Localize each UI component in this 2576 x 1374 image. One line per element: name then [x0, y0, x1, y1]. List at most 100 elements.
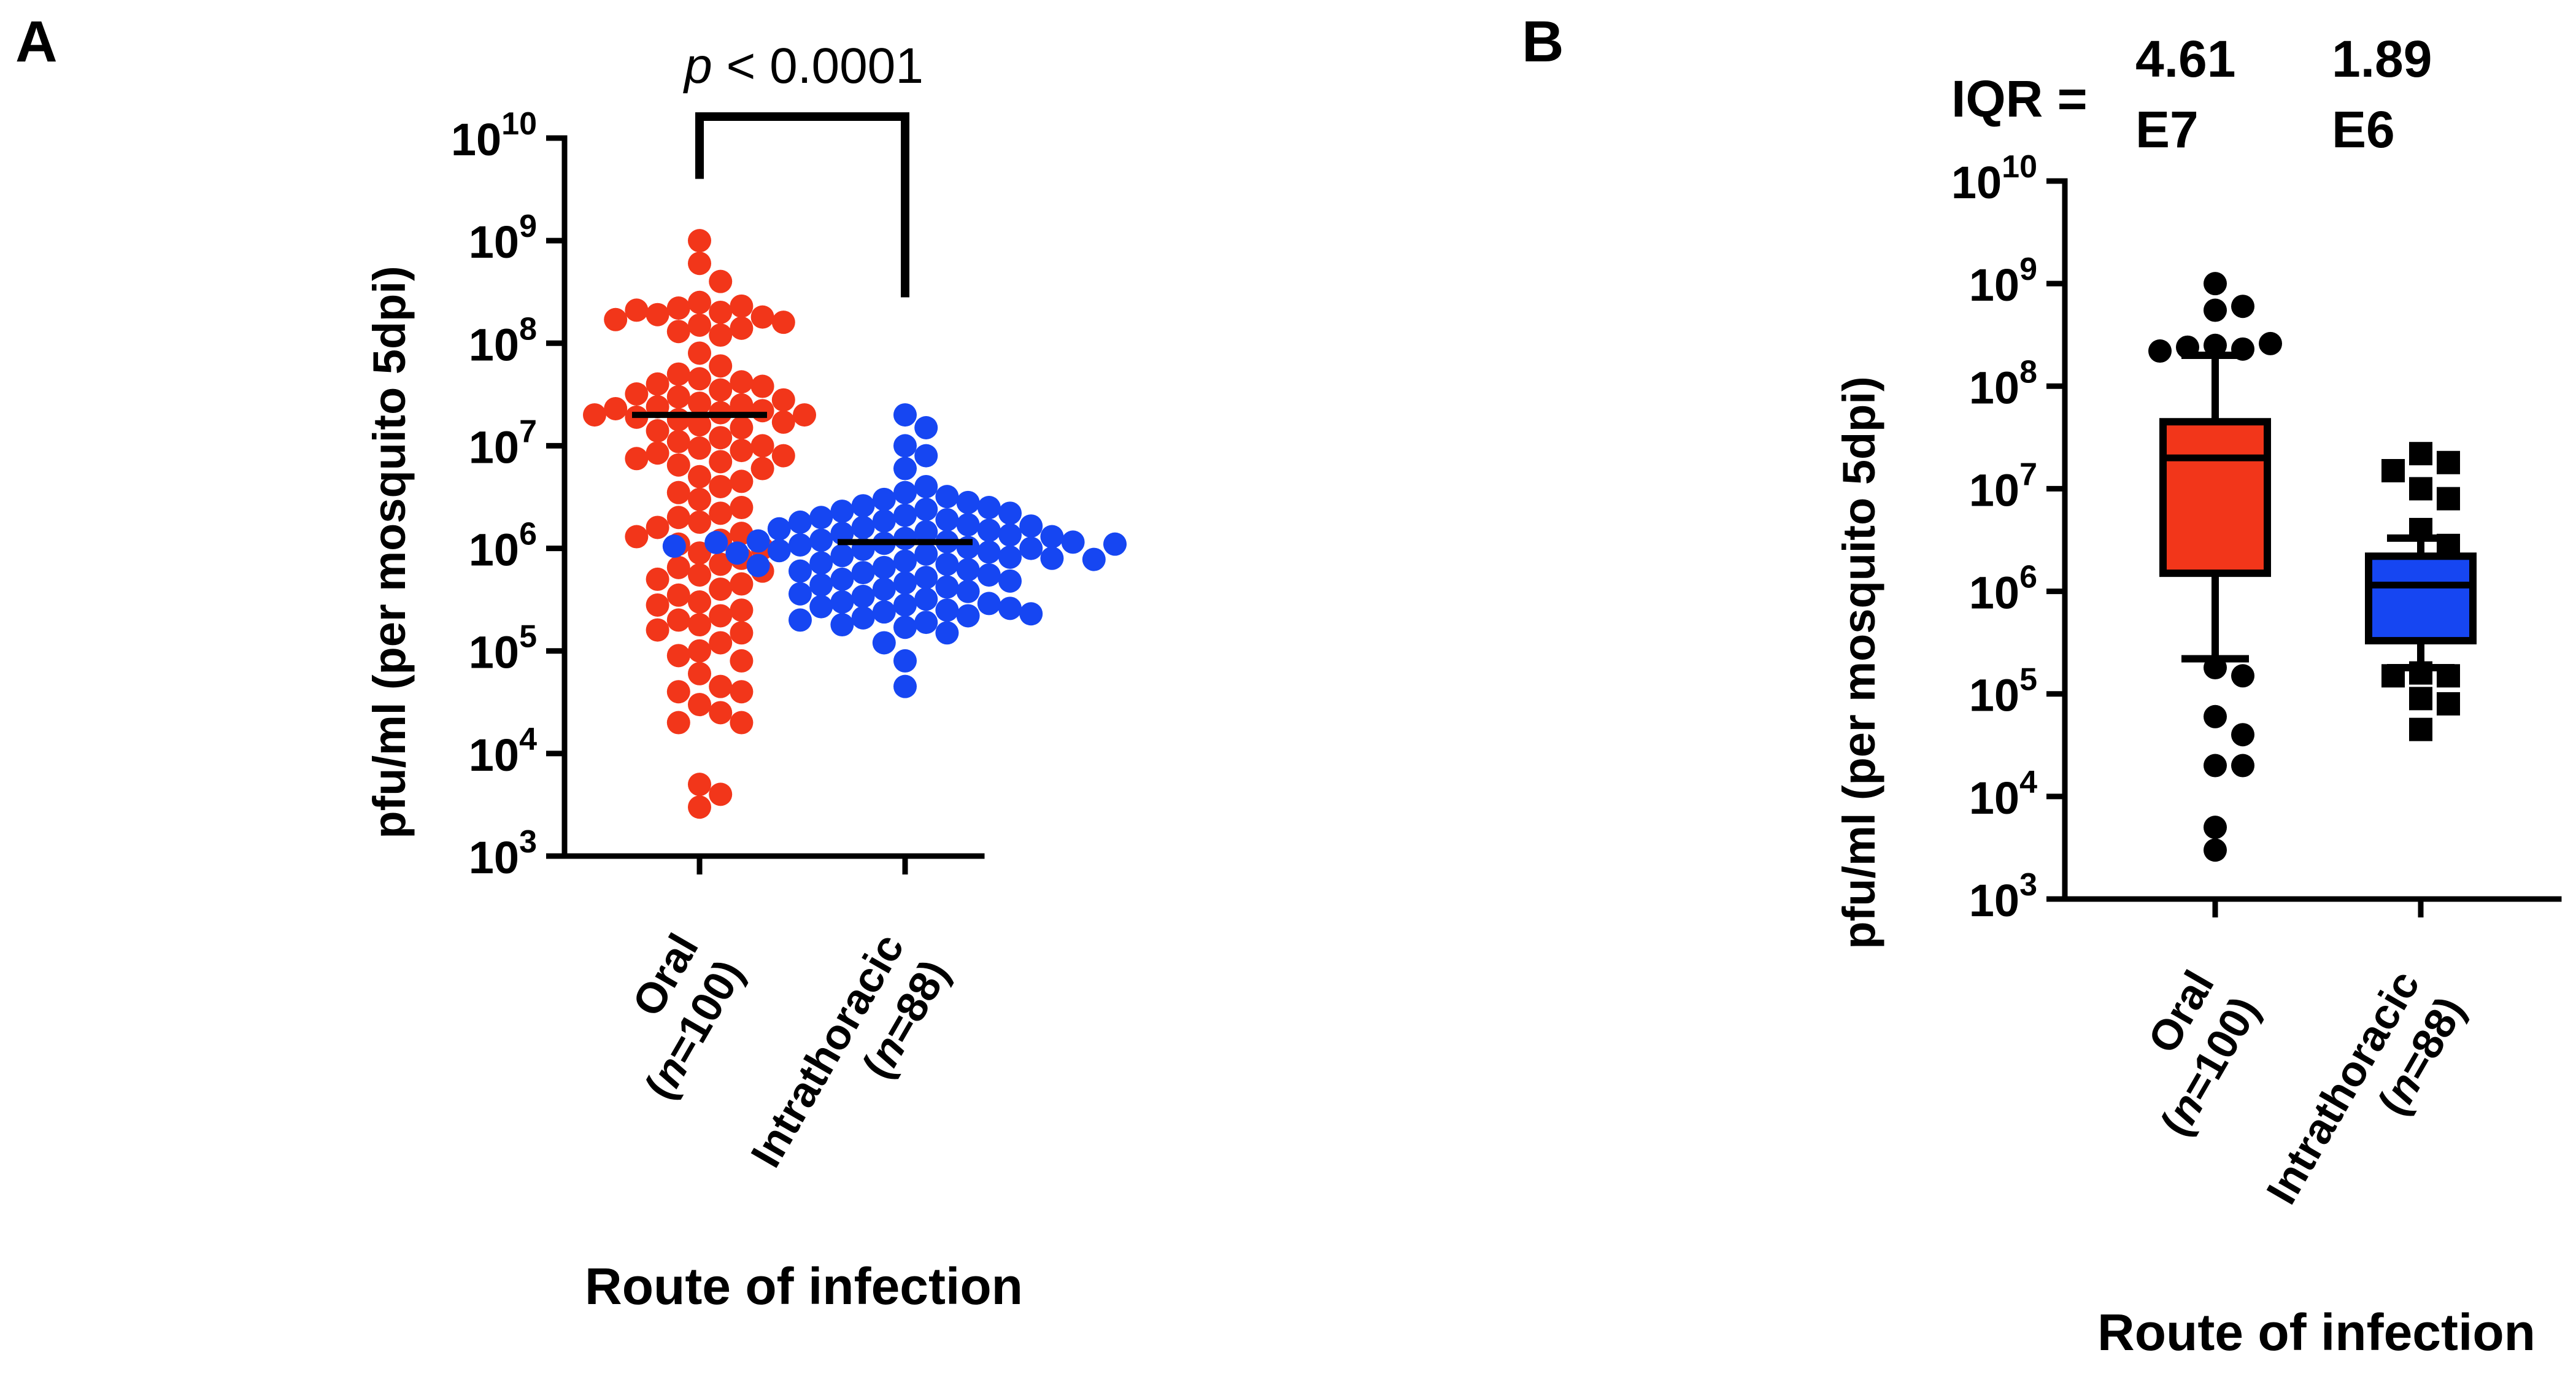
y-tick-label: 106: [1969, 560, 2037, 619]
data-point-oral: [688, 465, 711, 488]
data-point-intrathoracic: [914, 444, 938, 468]
panel-a-y-axis-label: pfu/ml (per mosquito 5dpi): [364, 266, 415, 838]
data-point-oral: [688, 290, 711, 314]
outlier-point-intrathoracic: [2437, 533, 2460, 557]
data-point-intrathoracic: [935, 621, 959, 645]
data-point-oral: [688, 313, 711, 337]
outlier-point-oral: [2204, 838, 2227, 862]
y-tick-label: 105: [469, 619, 537, 678]
data-point-oral: [625, 382, 649, 406]
data-point-oral: [688, 392, 711, 415]
panel-a-median-lines: [632, 412, 973, 546]
data-point-oral: [771, 311, 795, 334]
data-point-intrathoracic: [767, 517, 791, 541]
data-point-intrathoracic: [998, 501, 1022, 525]
data-point-intrathoracic: [1019, 602, 1043, 626]
data-point-oral: [688, 693, 711, 717]
data-point-intrathoracic: [789, 533, 812, 557]
y-tick-exponent: 6: [519, 517, 537, 552]
data-point-intrathoracic: [935, 552, 959, 576]
data-point-intrathoracic: [1061, 530, 1085, 554]
panel-b-boxplots: [2159, 351, 2477, 672]
data-point-intrathoracic: [1019, 514, 1043, 538]
data-point-intrathoracic: [746, 554, 770, 577]
iqr-box-oral: [2159, 418, 2271, 577]
data-point-oral: [646, 593, 669, 617]
panel-a-letter: A: [15, 9, 58, 74]
panel-b-axes: [2062, 178, 2562, 902]
data-point-intrathoracic: [809, 528, 833, 552]
data-point-intrathoracic: [956, 579, 980, 603]
iqr-oral-exp: E7: [2135, 101, 2199, 158]
outlier-point-intrathoracic: [2437, 692, 2460, 716]
y-tick-exponent: 7: [519, 414, 537, 449]
data-point-intrathoracic: [725, 541, 749, 565]
data-point-intrathoracic: [1019, 536, 1043, 560]
outlier-point-oral: [2148, 339, 2172, 363]
data-point-intrathoracic: [893, 616, 917, 639]
data-point-oral: [688, 541, 711, 565]
data-point-oral: [750, 305, 774, 329]
data-point-intrathoracic: [1040, 546, 1064, 570]
y-tick-base: 10: [1969, 362, 2019, 413]
data-point-oral: [666, 385, 690, 409]
panel-a-data-points: [583, 229, 1127, 819]
data-point-intrathoracic: [893, 403, 917, 427]
y-tick-label: 103: [1969, 867, 2037, 926]
data-point-oral: [666, 583, 690, 607]
panel-a-axes: [561, 135, 985, 859]
data-point-intrathoracic: [935, 508, 959, 531]
data-point-intrathoracic: [914, 415, 938, 439]
data-point-intrathoracic: [998, 545, 1022, 569]
data-point-oral: [688, 639, 711, 663]
data-point-oral: [750, 399, 774, 423]
data-point-intrathoracic: [830, 590, 854, 614]
data-point-oral: [750, 434, 774, 458]
outlier-point-intrathoracic: [2437, 487, 2460, 511]
data-point-intrathoracic: [746, 529, 770, 553]
panel-a-x-axis-label: Route of infection: [585, 1257, 1023, 1315]
data-point-oral: [666, 608, 690, 632]
data-point-intrathoracic: [914, 611, 938, 635]
data-point-oral: [688, 367, 711, 391]
data-point-oral: [666, 453, 690, 477]
data-point-intrathoracic: [1040, 525, 1064, 549]
data-point-intrathoracic: [830, 567, 854, 591]
data-point-oral: [709, 674, 733, 698]
y-tick-label: 1010: [451, 106, 537, 165]
y-tick-exponent: 9: [2019, 252, 2037, 287]
data-point-oral: [688, 487, 711, 511]
data-point-oral: [666, 362, 690, 386]
y-tick-label: 106: [469, 517, 537, 576]
y-tick-exponent: 5: [519, 619, 537, 655]
data-point-oral: [730, 711, 754, 735]
data-point-oral: [771, 444, 795, 468]
y-tick-label: 109: [1969, 252, 2037, 311]
data-point-intrathoracic: [662, 535, 686, 558]
data-point-oral: [666, 711, 690, 735]
data-point-intrathoracic: [789, 608, 812, 632]
outlier-point-oral: [2231, 337, 2254, 361]
data-point-oral: [646, 303, 669, 326]
data-point-oral: [666, 296, 690, 320]
data-point-oral: [709, 300, 733, 324]
data-point-intrathoracic: [935, 598, 959, 622]
iqr-intrathoracic-value: 1.89: [2332, 30, 2432, 88]
panel-a-x-axis-ticks: [696, 856, 908, 874]
data-point-oral: [666, 506, 690, 530]
iqr-label: IQR =: [1951, 70, 2088, 128]
data-point-intrathoracic: [935, 575, 959, 599]
outlier-point-oral: [2259, 331, 2282, 355]
data-point-oral: [709, 604, 733, 628]
y-tick-label: 1010: [1951, 149, 2037, 208]
outlier-point-oral: [2204, 704, 2227, 728]
data-point-intrathoracic: [893, 571, 917, 595]
outlier-point-oral: [2204, 816, 2227, 839]
data-point-oral: [730, 598, 754, 622]
panel-b-x-label-intrathoracic: Intrathoracic (n=88): [2257, 963, 2474, 1212]
y-tick-exponent: 8: [519, 311, 537, 347]
